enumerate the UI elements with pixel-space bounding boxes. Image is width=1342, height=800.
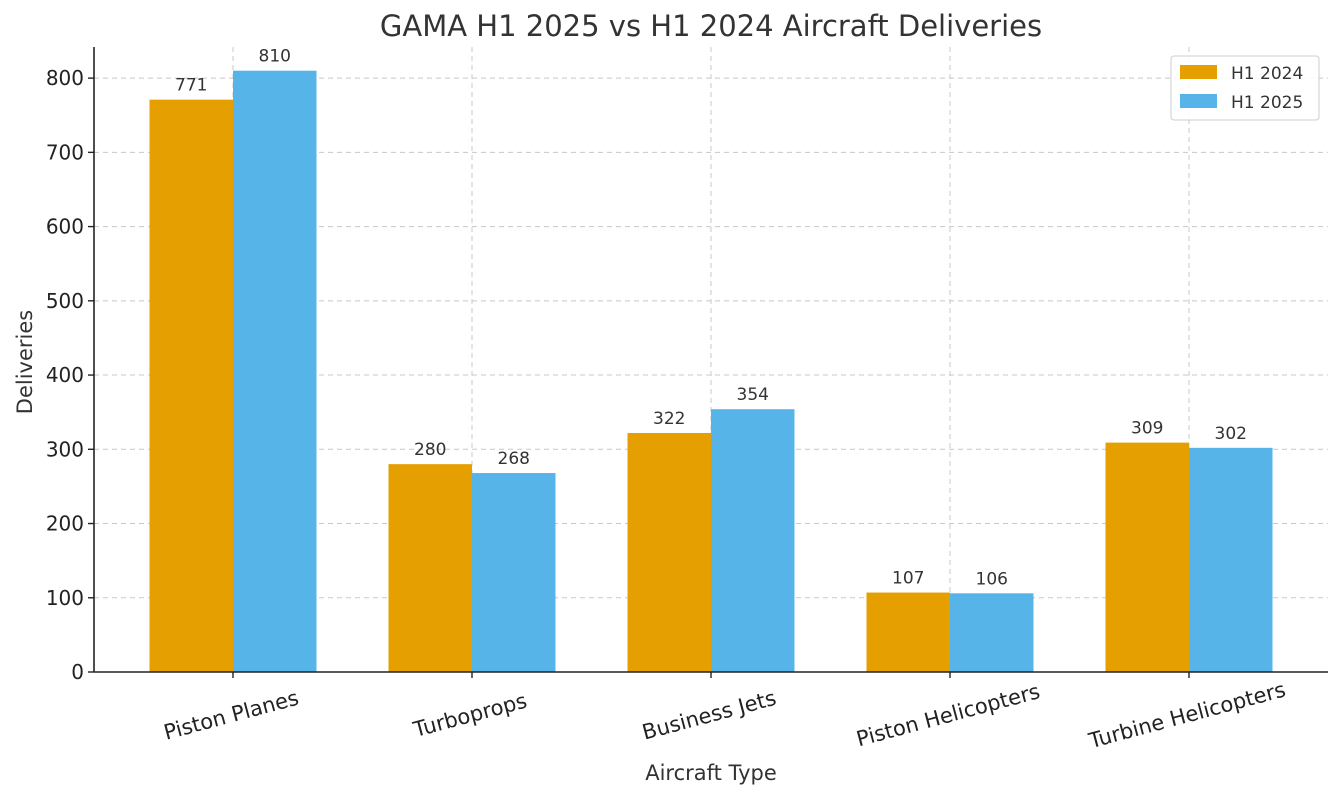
bar-h1-2024-turbine-helicopters [1105, 442, 1189, 672]
bar-h1-2025-turboprops [472, 473, 556, 672]
data-label-h1-2025-piston-planes: 810 [259, 47, 291, 67]
legend-swatch-h1-2024 [1180, 65, 1217, 79]
x-ticks: Piston Planes Turboprops Business Jets Pist… [161, 672, 1288, 753]
y-tick-label-400: 400 [46, 363, 84, 387]
y-tick-label-100: 100 [46, 586, 84, 610]
y-tick-label-200: 200 [46, 512, 84, 536]
y-tick-label-700: 700 [46, 140, 84, 164]
data-label-h1-2024-business-jets: 322 [653, 409, 685, 429]
data-label-h1-2024-turbine-helicopters: 309 [1131, 419, 1163, 439]
y-tick-label-0: 0 [71, 660, 84, 684]
y-tick-label-300: 300 [46, 437, 84, 461]
y-axis-label: Deliveries [13, 310, 37, 414]
bar-h1-2025-piston-helicopters [950, 593, 1034, 672]
x-axis-label: Aircraft Type [645, 761, 777, 785]
x-tick-label-business-jets: Business Jets [640, 686, 779, 745]
legend: H1 2024 H1 2025 [1170, 55, 1320, 121]
bar-h1-2025-turbine-helicopters [1189, 447, 1273, 672]
bar-h1-2024-piston-planes [149, 99, 233, 673]
chart-title: GAMA H1 2025 vs H1 2024 Aircraft Deliver… [380, 9, 1042, 43]
data-label-h1-2024-turboprops: 280 [414, 440, 446, 460]
bars [149, 70, 1273, 673]
x-tick-label-piston-helicopters: Piston Helicopters [854, 679, 1043, 751]
bar-h1-2025-business-jets [711, 409, 795, 672]
data-label-h1-2025-turboprops: 268 [498, 449, 530, 469]
x-tick-label-turbine-helicopters: Turbine Helicopters [1085, 677, 1288, 753]
y-tick-label-600: 600 [46, 215, 84, 239]
bar-h1-2025-piston-planes [233, 70, 317, 673]
y-tick-label-500: 500 [46, 289, 84, 313]
data-label-h1-2024-piston-planes: 771 [175, 76, 207, 96]
data-label-h1-2025-business-jets: 354 [737, 385, 769, 405]
legend-label-h1-2024: H1 2024 [1231, 64, 1303, 84]
data-labels: 771 280 322 107 309 810 268 354 106 302 [175, 47, 1247, 590]
y-tick-label-800: 800 [46, 66, 84, 90]
bar-h1-2024-piston-helicopters [866, 592, 950, 672]
data-label-h1-2024-piston-helicopters: 107 [892, 569, 924, 589]
data-label-h1-2025-turbine-helicopters: 302 [1215, 424, 1247, 444]
data-label-h1-2025-piston-helicopters: 106 [976, 569, 1008, 589]
x-tick-label-piston-planes: Piston Planes [161, 686, 301, 745]
bar-h1-2024-business-jets [627, 432, 711, 672]
y-ticks: 0 100 200 300 400 500 600 700 800 [46, 66, 94, 684]
legend-swatch-h1-2025 [1180, 94, 1217, 108]
bar-h1-2024-turboprops [388, 464, 472, 672]
legend-label-h1-2025: H1 2025 [1231, 93, 1303, 113]
x-tick-label-turboprops: Turboprops [410, 689, 530, 743]
